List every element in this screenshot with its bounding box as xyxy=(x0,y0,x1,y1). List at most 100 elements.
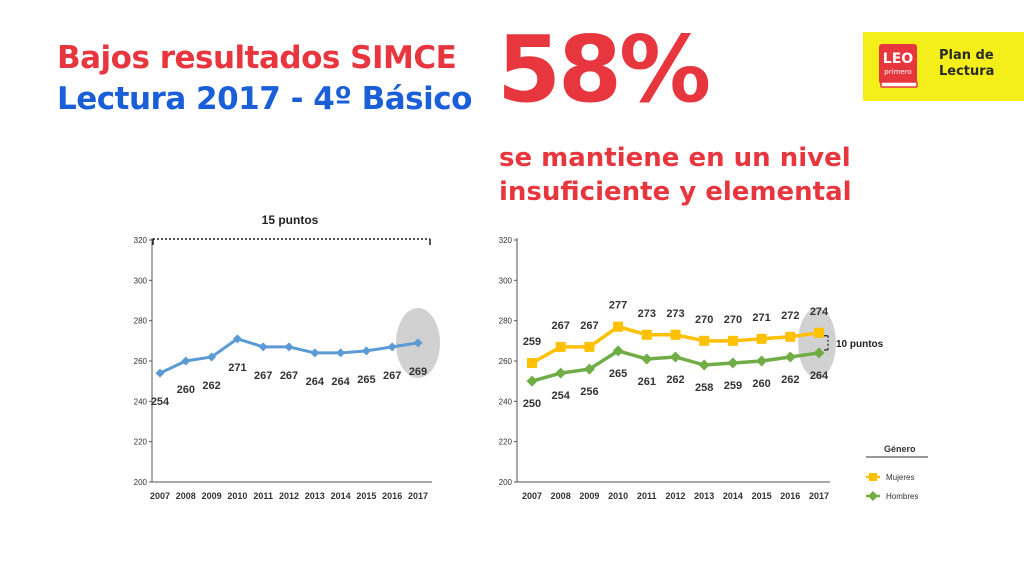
data-point xyxy=(310,348,320,358)
highlight-ellipse xyxy=(798,308,836,378)
x-tick-label: 2014 xyxy=(723,491,743,501)
legend-swatch-marker xyxy=(869,473,877,481)
data-point xyxy=(814,327,824,338)
x-tick-label: 2014 xyxy=(331,491,351,501)
data-label: 273 xyxy=(666,308,684,320)
data-point xyxy=(584,341,595,352)
data-label: 265 xyxy=(609,368,627,380)
data-point xyxy=(756,333,767,344)
x-tick-label: 2017 xyxy=(809,491,829,501)
legend-swatch-marker xyxy=(868,491,878,501)
data-point xyxy=(361,346,371,356)
data-point xyxy=(613,321,624,332)
y-tick-label: 300 xyxy=(134,276,148,285)
logo-badge-leo: LEO xyxy=(883,51,913,67)
data-point xyxy=(698,359,710,371)
data-point xyxy=(670,329,681,340)
data-point xyxy=(784,351,796,363)
data-point xyxy=(155,368,165,378)
data-label: 262 xyxy=(202,380,220,392)
y-tick-label: 220 xyxy=(499,438,513,447)
data-point xyxy=(181,356,191,366)
data-label: 277 xyxy=(609,300,627,312)
x-tick-label: 2009 xyxy=(202,491,222,501)
x-tick-label: 2008 xyxy=(176,491,196,501)
x-tick-label: 2015 xyxy=(356,491,376,501)
book-icon: LEO primero xyxy=(879,44,918,88)
data-label: 273 xyxy=(638,308,656,320)
title-line-2: Lectura 2017 - 4º Básico xyxy=(57,81,472,117)
title-line-1: Bajos resultados SIMCE xyxy=(57,40,457,76)
data-label: 271 xyxy=(228,362,246,374)
data-point xyxy=(527,358,537,369)
y-tick-label: 320 xyxy=(134,236,148,245)
legend-label: Hombres xyxy=(886,492,918,501)
x-tick-label: 2017 xyxy=(408,491,428,501)
data-label: 264 xyxy=(306,376,325,388)
subtitle: se mantiene en un nivel insuficiente y e… xyxy=(499,141,852,209)
x-tick-label: 2010 xyxy=(608,491,628,501)
data-label: 267 xyxy=(254,370,272,382)
data-label: 250 xyxy=(523,398,541,410)
data-point xyxy=(258,342,268,352)
data-point xyxy=(612,345,624,357)
data-label: 262 xyxy=(666,374,684,386)
legend-title: Género xyxy=(884,444,916,454)
x-tick-label: 2011 xyxy=(637,491,657,501)
data-point xyxy=(284,342,294,352)
data-label: 265 xyxy=(357,374,375,386)
y-tick-label: 260 xyxy=(499,357,513,366)
logo-text-line-1: Plan de xyxy=(939,48,994,63)
data-point xyxy=(555,367,567,379)
data-label: 259 xyxy=(523,336,541,348)
data-point xyxy=(785,331,796,342)
data-point xyxy=(641,329,652,340)
data-label: 254 xyxy=(552,390,571,402)
data-point xyxy=(207,352,217,362)
data-point xyxy=(555,341,566,352)
data-point xyxy=(699,335,710,346)
x-tick-label: 2012 xyxy=(279,491,299,501)
data-label: 261 xyxy=(638,376,656,388)
data-label: 258 xyxy=(695,382,713,394)
big-percentage: 58% xyxy=(497,16,711,123)
data-point xyxy=(756,355,768,367)
data-point xyxy=(232,334,242,344)
data-point xyxy=(670,351,681,363)
x-tick-label: 2009 xyxy=(579,491,599,501)
logo-text-line-2: Lectura xyxy=(939,64,995,79)
x-tick-label: 2008 xyxy=(551,491,571,501)
subtitle-line-2: insuficiente y elemental xyxy=(499,177,852,207)
data-point xyxy=(336,348,346,358)
data-label: 271 xyxy=(752,312,770,324)
annotation-text: 10 puntos xyxy=(836,339,884,350)
data-point xyxy=(387,342,397,352)
y-tick-label: 260 xyxy=(134,357,148,366)
y-tick-label: 200 xyxy=(499,478,513,487)
x-tick-label: 2010 xyxy=(227,491,247,501)
data-label: 259 xyxy=(724,380,742,392)
y-tick-label: 240 xyxy=(499,397,513,406)
subtitle-line-1: se mantiene en un nivel xyxy=(499,143,851,173)
data-label: 272 xyxy=(781,310,799,322)
data-label: 256 xyxy=(580,386,598,398)
y-tick-label: 300 xyxy=(499,276,513,285)
data-label: 269 xyxy=(409,366,427,378)
data-label: 267 xyxy=(383,370,401,382)
data-point xyxy=(813,347,825,359)
data-label: 267 xyxy=(552,320,570,332)
chart-by-gender: 200 220 240 260 280 300 320 2007 2008 2009 2010 201… xyxy=(499,236,928,501)
data-label: 270 xyxy=(724,314,742,326)
x-tick-label: 2016 xyxy=(780,491,800,501)
data-point xyxy=(583,363,595,375)
data-label: 264 xyxy=(810,370,829,382)
data-label: 274 xyxy=(810,306,829,318)
data-label: 262 xyxy=(781,374,799,386)
x-tick-label: 2011 xyxy=(253,491,273,501)
y-tick-label: 220 xyxy=(134,438,148,447)
annotation-text: 15 puntos xyxy=(262,213,319,227)
data-point xyxy=(413,338,423,348)
data-point xyxy=(526,375,538,387)
y-tick-label: 280 xyxy=(134,317,148,326)
logo-text: Plan de Lectura xyxy=(939,48,994,80)
